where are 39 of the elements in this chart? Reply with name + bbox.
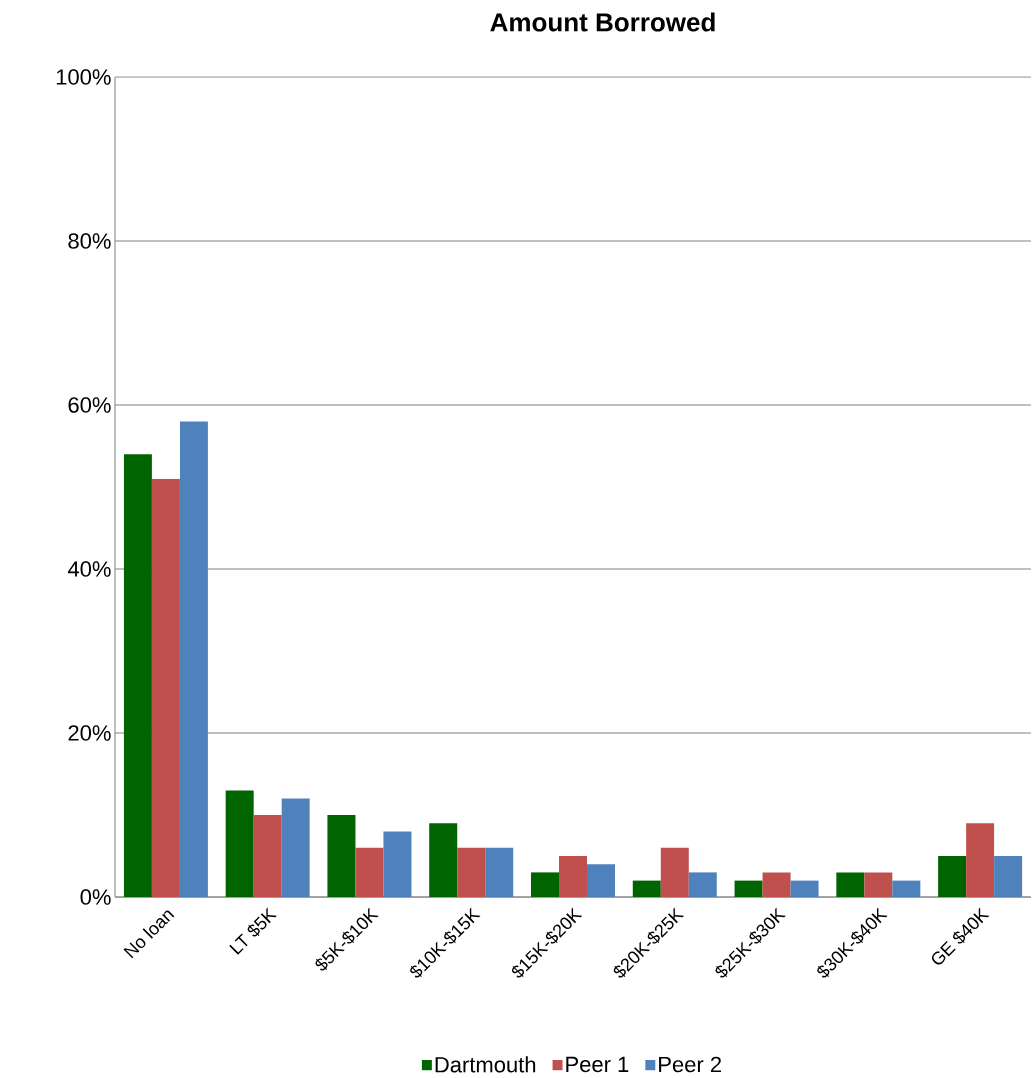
bar bbox=[938, 856, 967, 897]
bar bbox=[383, 831, 412, 897]
y-tick-label: 20% bbox=[68, 725, 111, 741]
x-tick-label: No loan bbox=[123, 910, 175, 959]
bar bbox=[180, 421, 209, 897]
bar bbox=[355, 847, 384, 897]
bar bbox=[734, 880, 763, 897]
bar bbox=[457, 847, 486, 897]
y-tick-label: 40% bbox=[68, 561, 111, 577]
bar bbox=[994, 856, 1023, 897]
bar bbox=[225, 790, 254, 897]
legend-label: Peer 1 bbox=[566, 1056, 629, 1073]
chart-title: Amount Borrowed bbox=[490, 12, 715, 32]
bar bbox=[152, 478, 181, 897]
y-tick-label: 60% bbox=[68, 397, 111, 413]
legend-label: Peer 2 bbox=[659, 1056, 722, 1073]
bar bbox=[762, 872, 791, 897]
bar bbox=[864, 872, 893, 897]
bar bbox=[531, 872, 560, 897]
bar bbox=[689, 872, 718, 897]
bar bbox=[661, 847, 690, 897]
y-tick-label: 100% bbox=[57, 69, 111, 85]
y-tick-label: 0% bbox=[80, 889, 111, 905]
bar bbox=[559, 856, 588, 897]
bar bbox=[892, 880, 921, 897]
x-tick-label: LT $5K bbox=[229, 907, 278, 955]
bar bbox=[790, 880, 819, 897]
bar bbox=[836, 872, 865, 897]
bar bbox=[587, 864, 616, 897]
bar bbox=[633, 880, 662, 897]
legend-label: Dartmouth bbox=[435, 1056, 536, 1073]
bar bbox=[485, 847, 514, 897]
y-tick-label: 80% bbox=[68, 233, 111, 249]
bar bbox=[124, 454, 153, 897]
bar bbox=[253, 815, 282, 897]
bar bbox=[429, 823, 458, 897]
bar bbox=[281, 798, 310, 897]
bar bbox=[966, 823, 995, 897]
bar bbox=[327, 815, 356, 897]
